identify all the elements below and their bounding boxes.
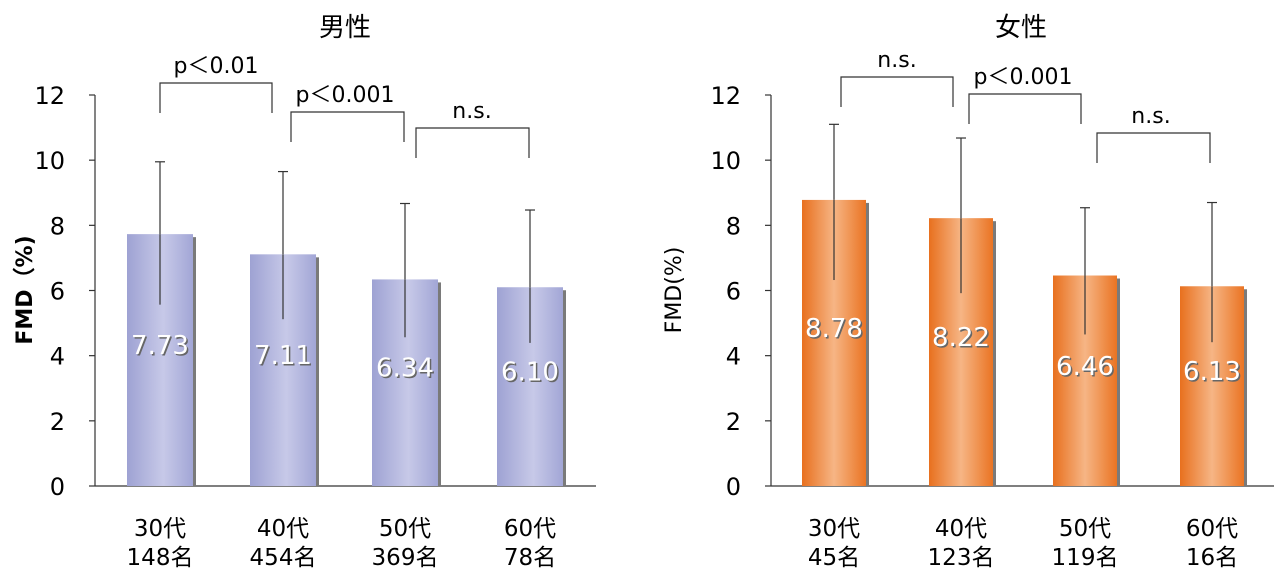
bar-value-label: 6.10 (501, 358, 559, 388)
x-count-label: 123名 (928, 545, 995, 569)
significance-label: p＜0.001 (974, 65, 1073, 90)
x-count-label: 78名 (504, 545, 556, 569)
x-category-label: 60代 (504, 516, 556, 542)
x-category-label: 50代 (379, 516, 431, 542)
chart-male: 男性 FMD（%) 0 2 4 6 8 10 12 7.73 7.73 30代 148名 7.11 7.11… (0, 0, 640, 571)
y-tick-label: 10 (34, 147, 65, 175)
bar-value-shadow: 6.34 (378, 355, 436, 385)
significance-label: n.s. (452, 99, 491, 124)
bar-value-label: 6.34 (376, 354, 434, 384)
bar-value-shadow: 6.13 (1185, 359, 1243, 389)
x-category-label: 40代 (935, 516, 987, 542)
y-tick-label: 4 (50, 343, 65, 371)
significance-label: n.s. (877, 48, 916, 73)
bar-value-shadow: 8.22 (934, 325, 992, 355)
chart-svg: 男性FMD（%)0246810127.737.7330代148名7.117.11… (13, 13, 596, 571)
significance-bracket (840, 76, 954, 107)
significance-bracket (159, 82, 273, 113)
bar-value-shadow: 6.10 (503, 359, 561, 389)
x-count-label: 16名 (1186, 545, 1238, 569)
bar-value-shadow: 6.46 (1058, 353, 1116, 383)
bar-value-label: 7.73 (131, 331, 189, 361)
chart-svg: 女性FMD(%)0246810128.788.7830代45名8.228.224… (662, 13, 1274, 571)
x-count-label: 369名 (372, 545, 439, 569)
y-tick-label: 0 (726, 473, 741, 501)
significance-bracket (968, 93, 1082, 124)
y-axis-label: FMD(%) (662, 247, 687, 334)
y-tick-label: 4 (726, 343, 741, 371)
y-axis-label: FMD（%) (13, 235, 38, 344)
y-tick-label: 12 (34, 82, 65, 110)
y-tick-label: 6 (726, 278, 741, 306)
y-tick-label: 0 (50, 473, 65, 501)
x-count-label: 148名 (127, 545, 194, 569)
y-tick-label: 2 (50, 408, 65, 436)
significance-label: p＜0.01 (174, 54, 259, 79)
bar-value-label: 6.46 (1056, 352, 1114, 382)
chart-title: 女性 (995, 13, 1047, 43)
significance-bracket (415, 127, 530, 158)
x-category-label: 60代 (1186, 516, 1238, 542)
x-category-label: 40代 (257, 516, 309, 542)
significance-bracket (290, 111, 405, 142)
bar-value-label: 6.13 (1183, 357, 1241, 387)
y-tick-label: 8 (726, 212, 741, 240)
significance-bracket (1096, 132, 1211, 163)
y-tick-label: 12 (710, 82, 741, 110)
x-count-label: 119名 (1052, 545, 1119, 569)
y-tick-label: 8 (50, 212, 65, 240)
significance-label: n.s. (1131, 104, 1170, 129)
bar-value-shadow: 7.73 (133, 333, 191, 363)
bar-value-shadow: 8.78 (807, 315, 865, 345)
bar-value-label: 8.22 (932, 323, 990, 353)
x-category-label: 50代 (1059, 516, 1111, 542)
x-category-label: 30代 (808, 516, 860, 542)
y-tick-label: 2 (726, 408, 741, 436)
significance-label: p＜0.001 (296, 83, 395, 108)
x-category-label: 30代 (134, 516, 186, 542)
bar-value-label: 8.78 (805, 314, 863, 344)
x-count-label: 454名 (250, 545, 317, 569)
bar-value-label: 7.11 (254, 341, 312, 371)
bar-value-shadow: 7.11 (256, 343, 314, 373)
x-count-label: 45名 (808, 545, 860, 569)
chart-title: 男性 (319, 13, 371, 43)
chart-female: 女性 FMD(%) 0 2 4 6 8 10 12 8.78 8.78 30代 45名 8.22 8.22 4… (641, 0, 1282, 571)
y-tick-label: 6 (50, 278, 65, 306)
y-tick-label: 10 (710, 147, 741, 175)
